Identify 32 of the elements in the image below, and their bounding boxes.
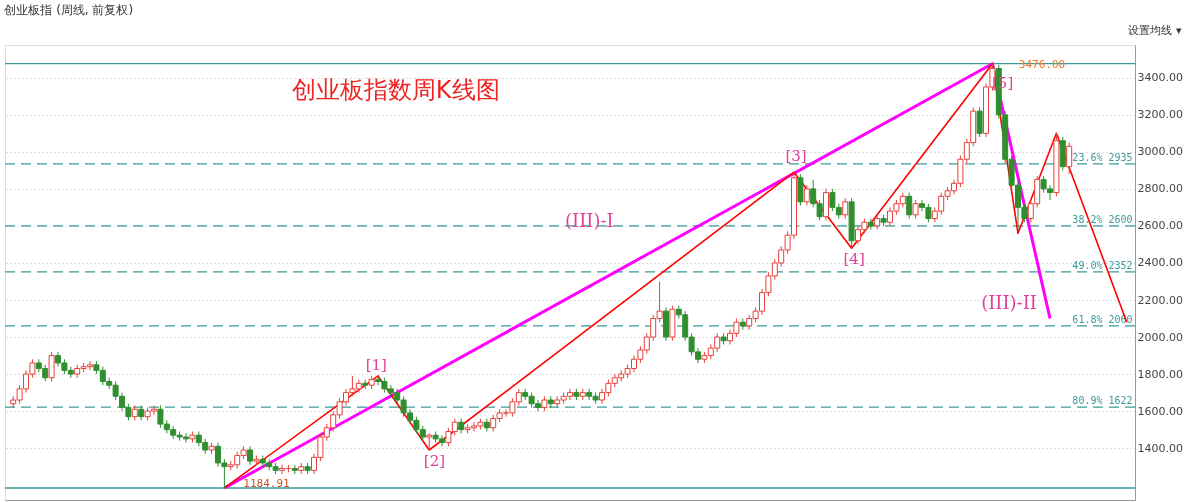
ref-line-label: 49.0% 2352 [1072,259,1133,271]
y-tick-label: 2800.00 [1137,182,1183,196]
text: 设置均线 ▾ [1128,24,1182,37]
y-tick-label: 3000.00 [1137,145,1183,159]
y-tick-label: 3400.00 [1137,71,1183,85]
y-tick-label: 2200.00 [1137,293,1183,307]
annotation: 1184.91 [243,477,290,491]
candlestick [48,351,55,382]
candlestick [976,106,983,138]
annotation: 创业板指数周K线图 [291,75,500,104]
y-tick-label: 3200.00 [1137,108,1183,122]
ref-line-label: 23.6% 2935 [1072,151,1133,163]
y-tick-label: 2400.00 [1137,256,1183,270]
candlestick [842,197,849,220]
annotation: (III)-II [981,291,1037,313]
candlestick [803,184,810,207]
candlestick [247,445,253,466]
candlestick [1066,142,1073,175]
y-tick-label: 1400.00 [1137,441,1183,455]
candlestick [912,199,919,220]
ref-line-label: 61.8% 2060 [1072,313,1133,325]
chart-title: 创业板指 (周线, 前复权) [4,3,134,17]
y-tick-label: 1800.00 [1137,367,1183,381]
y-tick-label: 2000.00 [1137,330,1183,344]
annotation: [4] [843,250,865,269]
annotation: [1] [365,355,387,374]
ref-line-label: 80.9% 1622 [1072,395,1133,407]
y-tick-label: 1600.00 [1137,404,1183,418]
candlestick [906,192,913,220]
annotation: [3] [785,146,807,165]
annotation: [2] [423,452,446,471]
y-tick-label: 2600.00 [1137,219,1183,233]
